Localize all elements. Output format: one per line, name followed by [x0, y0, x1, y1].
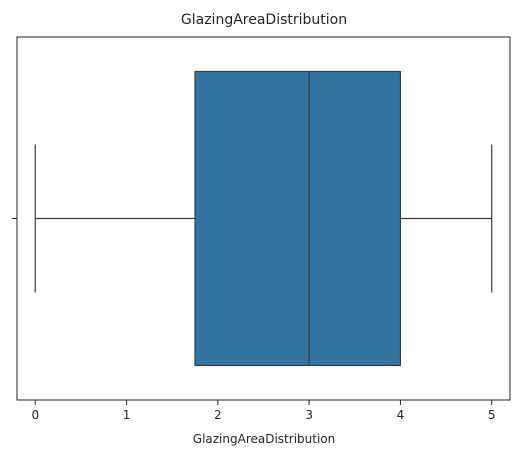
- x-tick-label: 2: [214, 408, 222, 422]
- x-tick-label: 5: [488, 408, 496, 422]
- plot-area: [34, 70, 493, 367]
- axes: 0 1 2 3 4 5: [12, 36, 511, 422]
- chart-title: GlazingAreaDistribution: [181, 12, 347, 28]
- x-tick-label: 4: [397, 408, 405, 422]
- x-tick-label: 3: [305, 408, 313, 422]
- x-axis-label: GlazingAreaDistribution: [193, 432, 335, 446]
- x-tick-label: 1: [123, 408, 131, 422]
- interquartile-box: [194, 70, 402, 367]
- x-tick-label: 0: [31, 408, 39, 422]
